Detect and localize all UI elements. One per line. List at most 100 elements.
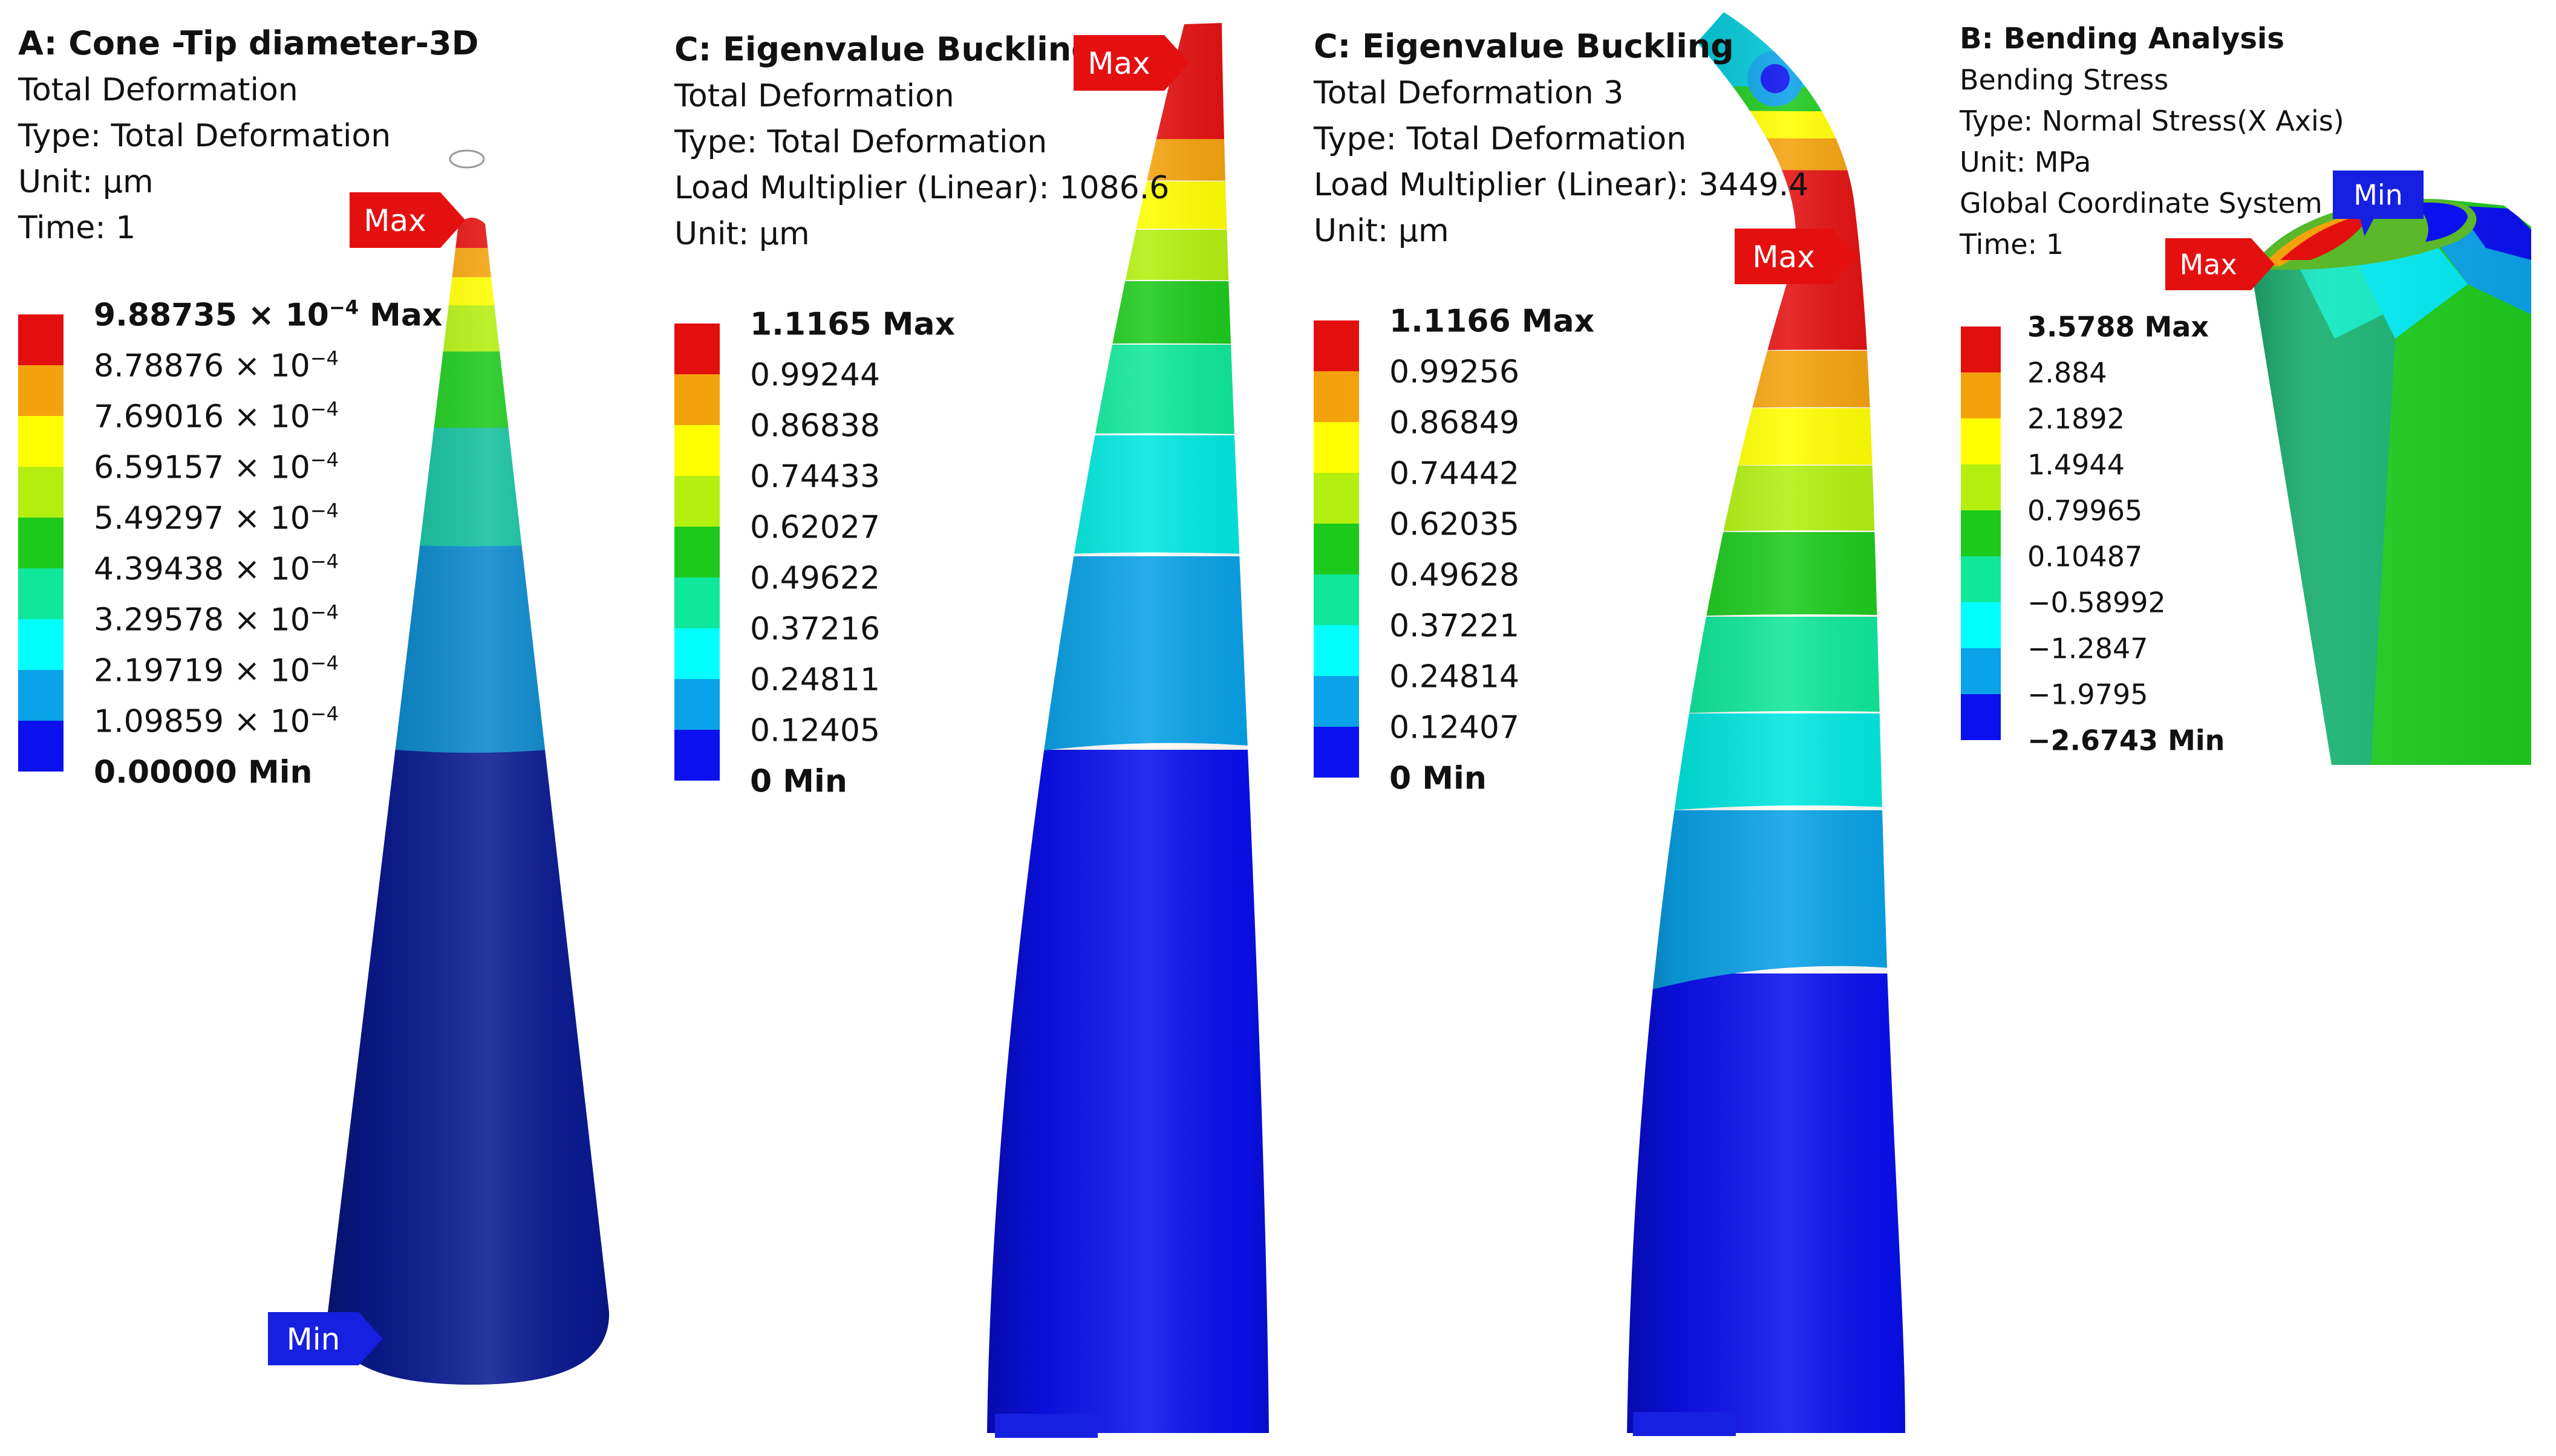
legend-value: 0 Min: [750, 764, 847, 800]
min-probe: [1633, 1412, 1736, 1436]
legend-value: 3.29578 × 10−4: [94, 601, 339, 639]
min-probe: [995, 1414, 1098, 1438]
legend-swatch: [1314, 371, 1359, 422]
legend-swatch: [1314, 422, 1359, 473]
legend-swatch: [18, 416, 64, 467]
legend-value: 0.10487: [2027, 541, 2142, 573]
legend-color-bar: [1314, 320, 1359, 778]
legend-value: −0.58992: [2027, 587, 2166, 619]
legend-value: −1.9795: [2027, 678, 2148, 711]
legend-value: 0.74442: [1389, 456, 1519, 492]
panel-3-model: [1627, 12, 1905, 1436]
legend-value: 2.19719 × 10−4: [94, 652, 339, 689]
legend-swatch: [18, 314, 64, 365]
legend-value: −2.6743 Min: [2027, 724, 2225, 757]
legend-swatch: [1961, 327, 2001, 372]
panel-info-line: Total Deformation: [674, 78, 954, 114]
legend-value: 1.4944: [2027, 449, 2125, 481]
legend-value: 0.99244: [750, 357, 880, 394]
panel-4-annotation: B: Bending Analysis Bending Stress Type: N…: [1959, 22, 2344, 757]
tag-label: Max: [1087, 46, 1150, 81]
legend-swatch: [18, 670, 64, 721]
legend-swatch: [674, 577, 720, 628]
panel-title: B: Bending Analysis: [1960, 22, 2284, 56]
legend-swatch: [674, 374, 720, 425]
legend-value: 7.69016 × 10−4: [94, 398, 339, 435]
legend-value: 0.74433: [750, 459, 880, 495]
panel-2-annotation: C: Eigenvalue Buckling Total Deformation T…: [674, 30, 1169, 800]
min-tag: Min: [268, 1312, 383, 1365]
panel-info-line: Type: Total Deformation: [18, 118, 391, 154]
panel-info-line: Unit: µm: [674, 216, 810, 252]
legend-value: 0 Min: [1389, 761, 1487, 797]
legend-value: 8.78876 × 10−4: [94, 347, 339, 385]
panel-info-line: Time: 1: [18, 210, 135, 246]
panel-3-annotation: C: Eigenvalue Buckling Total Deformation …: [1313, 27, 1808, 797]
panel-info-line: Type: Normal Stress(X Axis): [1959, 105, 2344, 137]
panel-info-line: Type: Total Deformation: [674, 124, 1047, 160]
panel-2-model: [987, 23, 1269, 1438]
panel-1-annotation: A: Cone -Tip diameter-3D Total Deformatio…: [18, 24, 478, 791]
legend-swatch: [18, 518, 64, 568]
legend-swatch: [1314, 676, 1359, 727]
legend-swatch: [1961, 510, 2001, 556]
legend-swatch: [1314, 320, 1359, 371]
legend-swatch: [18, 721, 64, 772]
legend-color-bar: [1961, 327, 2001, 740]
legend-value: 6.59157 × 10−4: [94, 449, 339, 486]
legend-swatch: [1314, 524, 1359, 574]
legend-swatch: [1961, 418, 2001, 464]
legend-value: 0.12407: [1389, 710, 1519, 746]
legend-color-bar: [18, 314, 64, 772]
panel-title: A: Cone -Tip diameter-3D: [18, 24, 478, 62]
panel-1-model: [328, 149, 610, 1385]
legend-swatch: [1314, 473, 1359, 524]
legend-value: 0.62027: [750, 510, 880, 546]
legend-swatch: [1314, 727, 1359, 778]
legend-value: 1.1166 Max: [1389, 304, 1594, 340]
legend-value: 9.88735 × 10−4 Max: [94, 296, 443, 334]
max-tag: Max: [1735, 229, 1858, 284]
panel-info-line: Global Coordinate System: [1960, 187, 2323, 219]
tag-label: Max: [2179, 249, 2237, 281]
tag-label: Max: [1752, 239, 1814, 275]
panel-info-line: Unit: µm: [18, 164, 154, 200]
legend-value: 0.86849: [1389, 405, 1519, 441]
tip-outline: [449, 149, 485, 169]
legend-swatch: [674, 425, 720, 476]
panel-info-line: Unit: MPa: [1960, 146, 2091, 178]
max-tag: Max: [1074, 35, 1190, 91]
panel-info-line: Type: Total Deformation: [1313, 121, 1686, 157]
legend-value: 3.5788 Max: [2027, 311, 2209, 343]
legend-value: 0.37216: [750, 611, 880, 648]
legend-swatch: [1314, 625, 1359, 676]
legend-value: 2.884: [2027, 357, 2107, 389]
tag-label: Min: [287, 1322, 341, 1357]
legend-value: 0.62035: [1389, 507, 1519, 543]
legend-swatch: [18, 619, 64, 670]
legend-swatch: [18, 568, 64, 619]
legend-swatch: [1314, 574, 1359, 625]
max-tag: Max: [2165, 238, 2275, 290]
legend-color-bar: [674, 323, 720, 781]
legend-swatch: [674, 476, 720, 527]
legend-value: 0.24814: [1389, 659, 1519, 695]
legend-value: 1.09859 × 10−4: [94, 703, 339, 740]
legend-swatch: [674, 730, 720, 781]
legend-swatch: [674, 527, 720, 577]
panel-info-line: Unit: µm: [1314, 213, 1449, 249]
legend-swatch: [674, 679, 720, 730]
legend-swatch: [18, 467, 64, 518]
legend-swatch: [1961, 372, 2001, 418]
legend-value: 0.86838: [750, 408, 880, 444]
panel-info-line: Load Multiplier (Linear): 3449.4: [1314, 167, 1808, 203]
legend-value: 4.39438 × 10−4: [94, 550, 339, 588]
legend-value: 0.12405: [750, 713, 880, 749]
panel-4-model: [2251, 198, 2531, 765]
legend-value: −1.2847: [2027, 632, 2148, 665]
legend-value: 0.49628: [1389, 557, 1519, 594]
panel-title: C: Eigenvalue Buckling: [674, 30, 1095, 68]
panel-title: C: Eigenvalue Buckling: [1314, 27, 1734, 65]
tag-label: Max: [364, 203, 426, 238]
